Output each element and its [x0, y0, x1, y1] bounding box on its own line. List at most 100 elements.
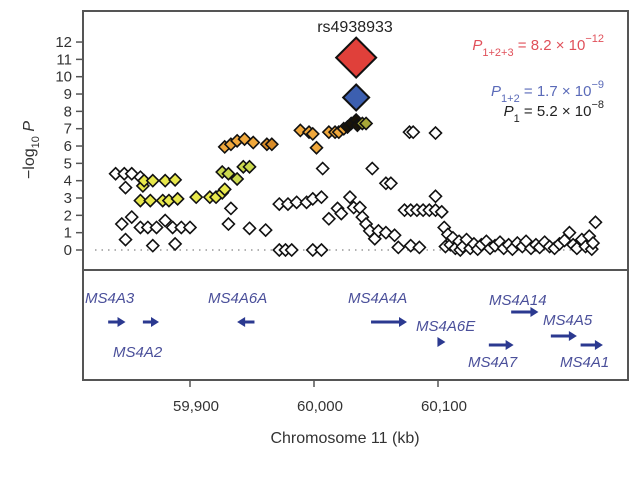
- gene-MS4A6A: MS4A6A: [208, 290, 267, 327]
- snp-point-open: [365, 161, 380, 176]
- gene-MS4A1: MS4A1: [560, 340, 609, 371]
- gene-label: MS4A1: [560, 354, 609, 371]
- snp-point-open: [315, 161, 330, 176]
- snp-point-open: [158, 213, 173, 228]
- snp-point-open: [585, 235, 601, 251]
- snp-point-open: [289, 195, 304, 210]
- y-tick-label: 10: [55, 69, 72, 86]
- lead-snp-markers: [334, 36, 378, 112]
- snp-point-darkorange: [264, 137, 279, 152]
- gene-MS4A6E: MS4A6E: [416, 318, 476, 347]
- y-label-symbol: P: [21, 121, 38, 132]
- snp-point-open: [314, 190, 329, 205]
- lead-snp-combined_12: [341, 83, 371, 112]
- snp-point-yellow: [143, 193, 158, 208]
- snp-point-open: [334, 206, 349, 221]
- gene-direction-arrow-icon: [530, 307, 539, 317]
- p-value: = 1.7 × 10: [520, 83, 592, 100]
- snp-point-yellow: [170, 191, 185, 207]
- y-tick-label: 1: [64, 225, 72, 242]
- y-axis-label: −log10 P: [21, 121, 42, 179]
- gene-track: MS4A3 MS4A2 MS4A6A MS4A4A MS4A6E MS4A14 MS4A5 M…: [85, 290, 609, 371]
- snp-point-open: [391, 240, 406, 255]
- y-label-prefix: −log: [21, 148, 38, 179]
- snp-point-open: [149, 220, 164, 235]
- y-label-subscript: 10: [30, 136, 42, 148]
- snp-point-orange: [309, 140, 324, 155]
- snp-point-open: [562, 225, 577, 240]
- y-tick-label: 8: [64, 103, 72, 120]
- snp-point-open: [387, 228, 402, 243]
- y-tick-label: 9: [64, 86, 72, 103]
- gene-direction-arrow-icon: [399, 317, 407, 327]
- snp-point-yellowgreen: [229, 171, 245, 187]
- gene-direction-arrow-icon: [151, 317, 159, 327]
- gene-direction-arrow-icon: [505, 340, 514, 350]
- lead-snp-combined_all: [334, 36, 378, 80]
- gene-MS4A7: MS4A7: [468, 340, 518, 371]
- gene-track-frame: [82, 269, 629, 381]
- gene-MS4A14: MS4A14: [489, 292, 547, 317]
- snp-point-yellow: [189, 190, 204, 205]
- gene-direction-arrow-icon: [568, 331, 577, 341]
- p-subscript: 1+2: [501, 93, 520, 105]
- snp-point-open: [118, 232, 133, 247]
- snp-point-open: [314, 242, 329, 258]
- p-exponent: −12: [585, 33, 604, 45]
- y-tick-label: 0: [64, 242, 72, 259]
- snp-point-open: [145, 238, 160, 253]
- snp-point-open: [118, 180, 133, 195]
- y-tick-label: 4: [64, 173, 72, 190]
- snp-point-open: [242, 221, 257, 236]
- snp-point-open: [124, 209, 139, 225]
- gene-label: MS4A6E: [416, 318, 476, 335]
- p-value-annotation: P1+2+3 = 8.2 × 10−12: [472, 33, 604, 59]
- p-symbol: P: [491, 83, 501, 100]
- gene-MS4A2: MS4A2: [113, 317, 163, 361]
- snp-point-open: [428, 125, 443, 141]
- x-tick-label: 60,000: [297, 398, 343, 415]
- snp-point-open: [383, 176, 399, 191]
- snp-point-orange: [305, 126, 320, 142]
- x-axis-label: Chromosome 11 (kb): [270, 430, 419, 447]
- gene-MS4A5: MS4A5: [543, 312, 593, 341]
- snp-point-open: [221, 216, 236, 232]
- snp-point-open: [434, 204, 449, 220]
- p-subscript: 1+2+3: [482, 47, 513, 59]
- gene-direction-arrow-icon: [594, 340, 603, 350]
- snp-point-yellowgreen: [221, 166, 236, 181]
- snp-point-orange: [246, 135, 261, 150]
- p-value: = 8.2 × 10: [514, 37, 586, 54]
- snp-point-open: [588, 215, 603, 230]
- snp-point-open: [114, 216, 129, 232]
- snp-point-yellow: [167, 172, 183, 187]
- snp-point-yellow: [145, 173, 160, 188]
- snp-point-open: [258, 222, 273, 238]
- x-tick-label: 59,900: [173, 398, 219, 415]
- gene-label: MS4A3: [85, 290, 135, 307]
- p-value-annotation: P1 = 5.2 × 10−8: [504, 99, 604, 125]
- gene-direction-arrow-icon: [117, 317, 126, 327]
- p-value: = 5.2 × 10: [520, 103, 592, 120]
- gene-direction-arrow-icon: [437, 337, 446, 347]
- snp-point-open: [167, 236, 183, 252]
- p-symbol: P: [472, 37, 482, 54]
- p-symbol: P: [504, 103, 514, 120]
- gene-MS4A4A: MS4A4A: [348, 290, 407, 327]
- y-tick-label: 3: [64, 190, 72, 207]
- snp-point-open: [321, 211, 337, 226]
- snp-point-olive: [358, 116, 374, 131]
- snp-point-open: [428, 189, 443, 204]
- snp-point-open: [182, 220, 198, 235]
- snp-point-open: [412, 240, 427, 255]
- gene-label: MS4A5: [543, 312, 593, 329]
- snp-point-yellow: [133, 193, 148, 208]
- x-ticks: 59,900 60,000 60,100: [173, 380, 467, 415]
- y-tick-label: 6: [64, 138, 72, 155]
- gene-direction-arrow-icon: [237, 317, 246, 327]
- gene-label: MS4A4A: [348, 290, 407, 307]
- snp-point-yellowgreen: [242, 159, 257, 174]
- snp-point-open: [342, 190, 358, 205]
